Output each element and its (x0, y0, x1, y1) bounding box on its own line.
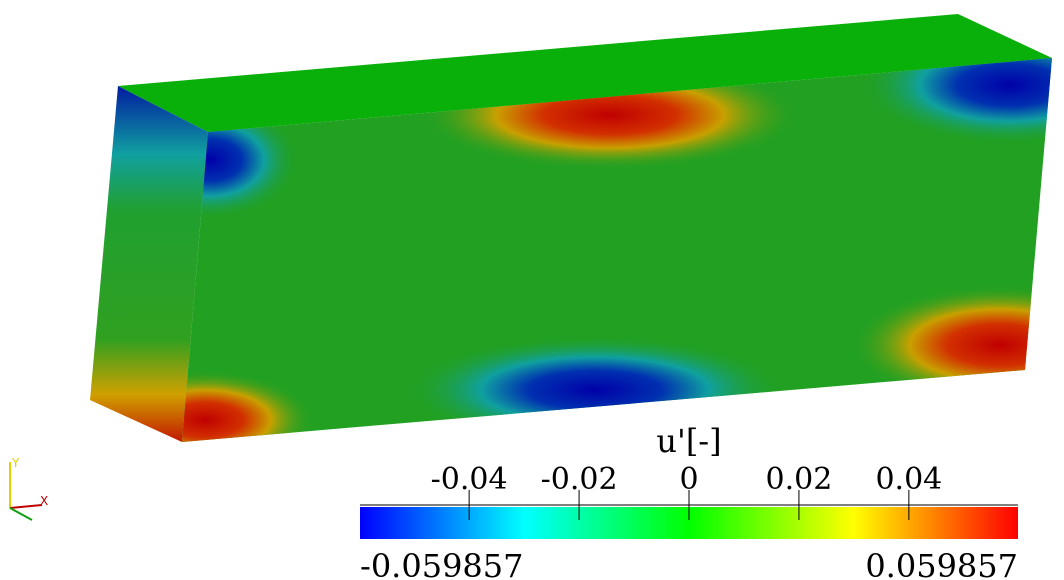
tick-label: 0.04 (875, 462, 942, 497)
orientation-axes: Y X (9, 456, 48, 521)
range-max: 0.059857 (865, 547, 1018, 580)
x-axis (9, 504, 43, 509)
range-min: -0.059857 (360, 547, 524, 580)
axis-label: Y (11, 456, 20, 470)
top-face (118, 14, 1052, 132)
colorbar: u'[-] -0.059857 0.059857 -0.04 -0.02 0 0.02… (360, 422, 1018, 580)
tick-label: -0.02 (541, 462, 618, 497)
axis-label: X (40, 494, 48, 508)
z-axis (9, 507, 33, 521)
tick-label: 0.02 (766, 462, 833, 497)
tick-label: -0.04 (431, 462, 508, 497)
box (90, 14, 1052, 442)
tick-label: 0 (679, 462, 698, 497)
colorbar-title: u'[-] (656, 422, 721, 460)
